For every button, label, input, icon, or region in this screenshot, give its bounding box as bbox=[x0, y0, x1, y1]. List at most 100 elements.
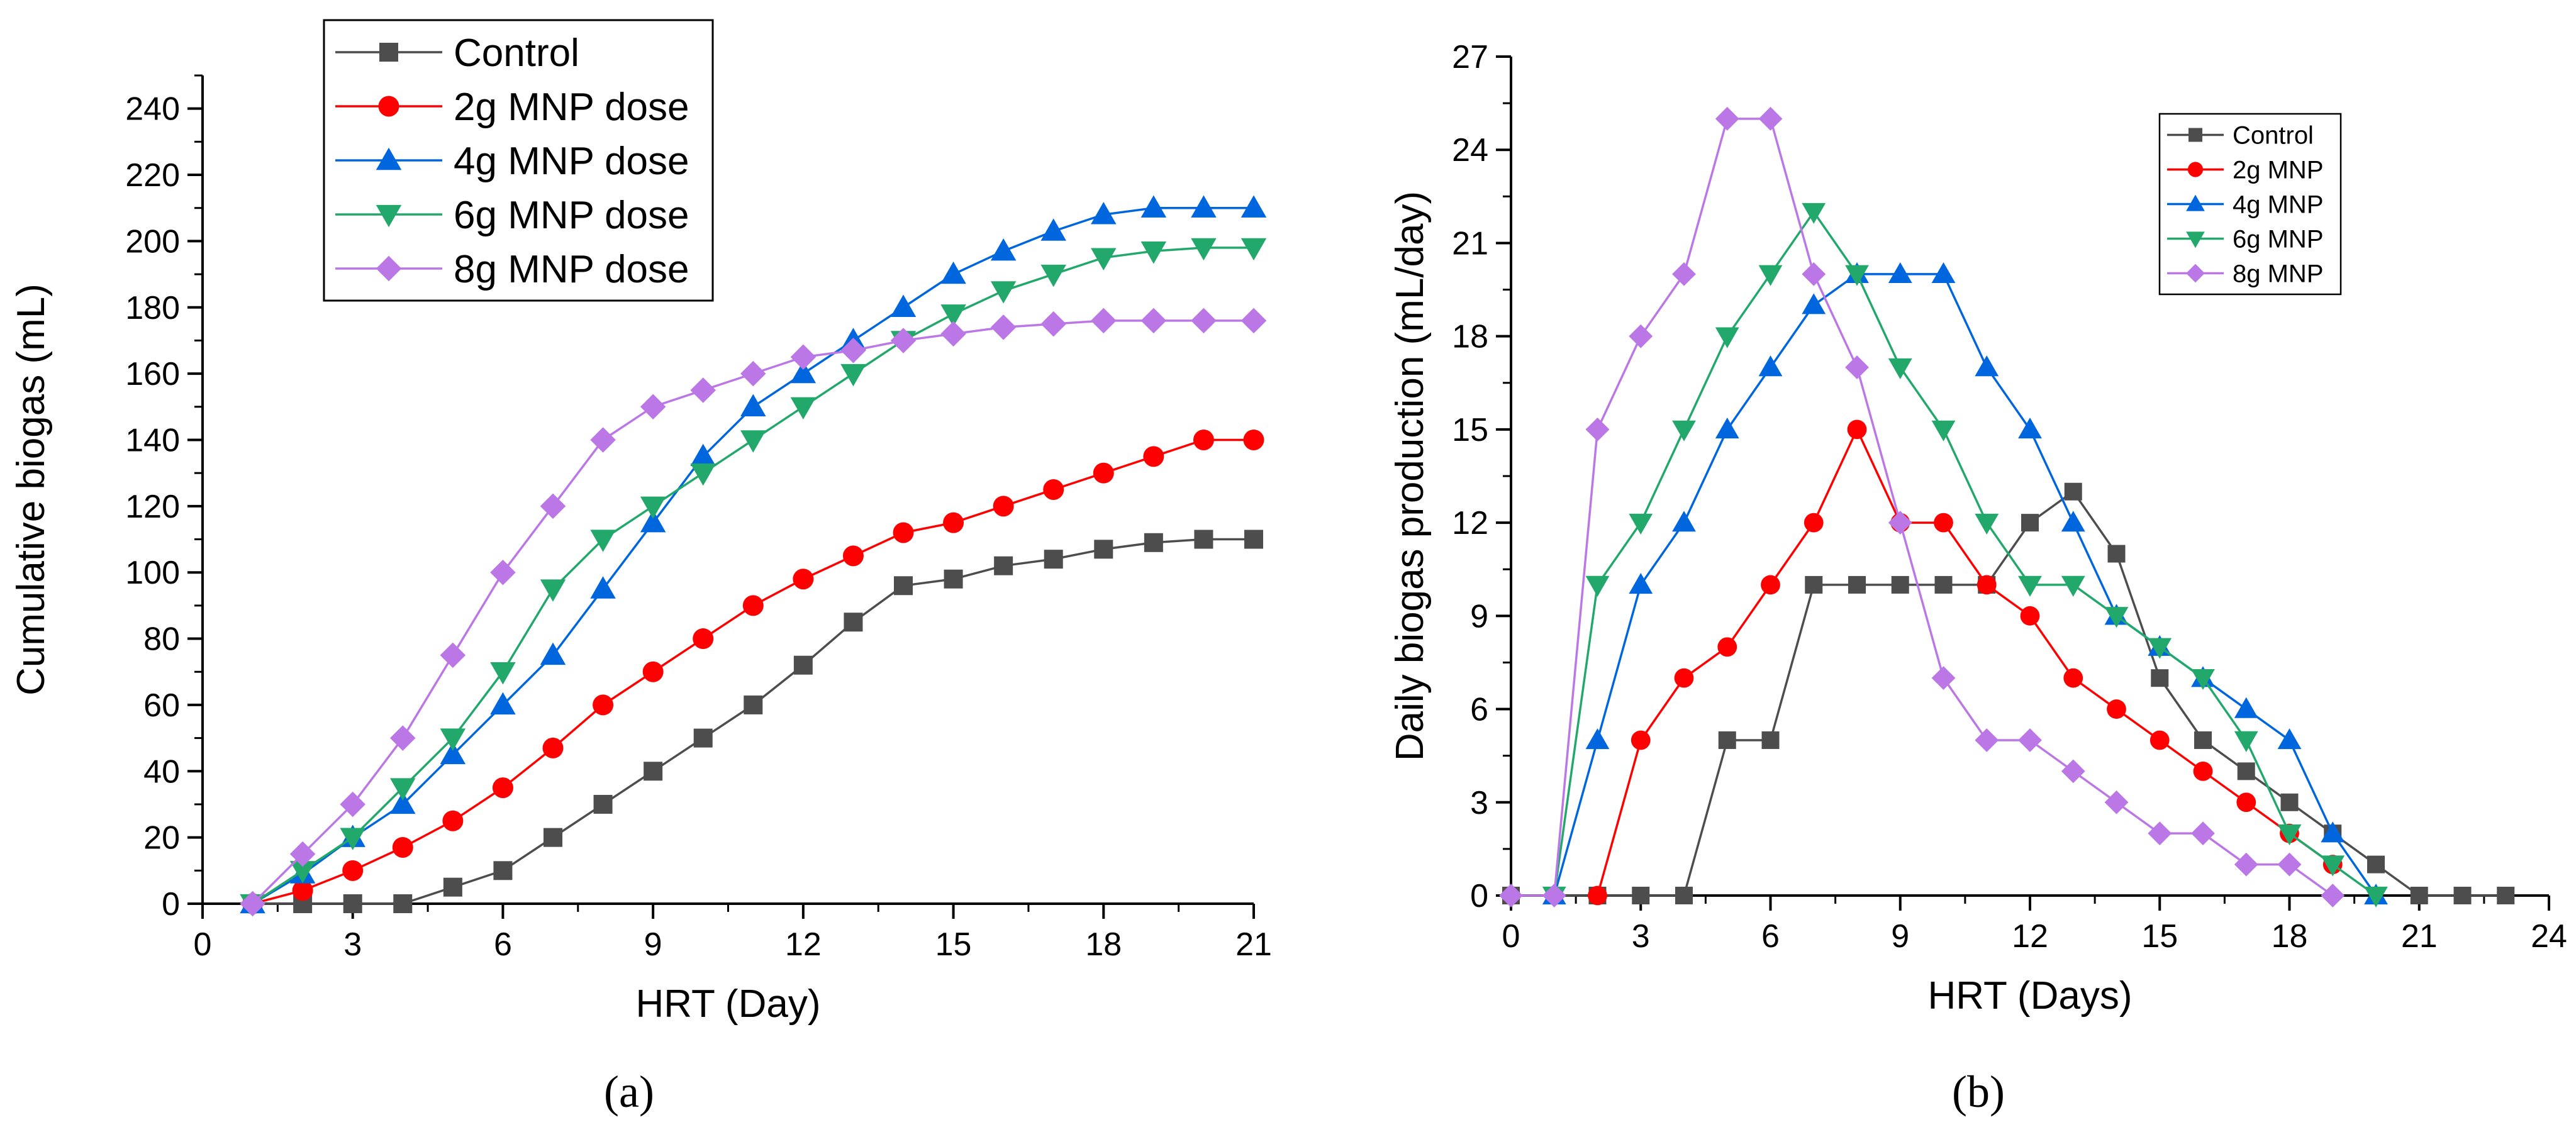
panel-b-legend-swatch-marker bbox=[2186, 231, 2205, 248]
panel-a-data-point bbox=[392, 836, 413, 858]
panel-b-data-point bbox=[2191, 669, 2215, 691]
panel-a-y-tick-label: 20 bbox=[143, 820, 180, 857]
panel-a-data-point bbox=[890, 294, 917, 317]
panel-b-data-point bbox=[1585, 417, 1610, 441]
panel-a-y-tick-label: 140 bbox=[125, 422, 180, 458]
panel-b-data-point bbox=[2148, 638, 2172, 659]
panel-a-data-point bbox=[590, 530, 616, 552]
panel-a-data-point bbox=[1144, 533, 1163, 552]
panel-b-data-point bbox=[1848, 575, 1866, 594]
panel-b-data-point bbox=[2280, 793, 2299, 811]
panel-a-data-point bbox=[492, 777, 513, 799]
panel-b-data-point bbox=[2277, 852, 2302, 877]
panel-a-data-point bbox=[1040, 218, 1066, 241]
panel-a-data-point bbox=[993, 496, 1014, 517]
panel-b-data-point bbox=[1632, 887, 1650, 904]
panel-b-data-point bbox=[2191, 821, 2215, 846]
panel-b-data-point bbox=[1542, 884, 1566, 907]
panel-a-data-point bbox=[693, 728, 713, 748]
panel-a-data-point bbox=[693, 628, 714, 650]
panel-a-data-point bbox=[1040, 311, 1066, 337]
panel-b-data-point bbox=[1934, 575, 1953, 594]
panel-a-data-point bbox=[644, 762, 663, 781]
panel-a-data-point bbox=[1091, 308, 1117, 334]
panel-a-x-tick-label: 15 bbox=[935, 926, 972, 963]
panel-a-y-tick-label: 120 bbox=[125, 489, 180, 525]
panel-b-data-point bbox=[1931, 420, 1956, 441]
panel-a-y-tick-label: 60 bbox=[143, 687, 180, 724]
panel-a-data-point bbox=[940, 261, 966, 284]
panel-a-data-point bbox=[943, 512, 964, 533]
panel-a-series-0 bbox=[243, 530, 1263, 913]
panel-a-y-tick-label: 240 bbox=[125, 91, 180, 128]
panel-a-data-point bbox=[540, 579, 566, 602]
panel-a-data-point bbox=[690, 463, 716, 486]
panel-b-data-point bbox=[1845, 265, 1869, 286]
panel-b-data-point bbox=[1629, 324, 1653, 348]
panel-b-data-point bbox=[1761, 731, 1780, 749]
panel-b-data-point bbox=[1891, 575, 1909, 594]
panel-a-data-point bbox=[990, 314, 1017, 340]
panel-b-data-point bbox=[1975, 728, 1999, 752]
panel-b-legend: Control 2g MNP 4g MNP 6g MNP 8g MNP bbox=[2158, 113, 2342, 296]
panel-b-data-point bbox=[1718, 731, 1736, 749]
panel-a-data-point bbox=[740, 394, 766, 416]
panel-a-data-point bbox=[1241, 238, 1267, 261]
panel-a-legend-entry: 8g MNP dose bbox=[454, 248, 689, 291]
panel-a-data-point bbox=[944, 569, 963, 589]
panel-a-cumulative-biogas: (a) 0 3 6 9 12 15 18 21 0 20 40 60 80 100 120 140 160 180… bbox=[9, 19, 1272, 1117]
panel-a-data-point bbox=[640, 509, 666, 533]
panel-b-series-line bbox=[1553, 273, 2377, 896]
panel-a-x-tick-label: 12 bbox=[785, 926, 822, 963]
panel-b-y-tick-label: 12 bbox=[1452, 505, 1488, 541]
panel-a-data-point bbox=[340, 791, 365, 818]
panel-a-data-point bbox=[1194, 530, 1213, 549]
panel-a-data-point bbox=[1040, 264, 1066, 287]
panel-b-data-point bbox=[1717, 637, 1737, 657]
panel-b-legend-entry: 2g MNP bbox=[2233, 157, 2324, 184]
panel-b-legend-swatch-marker bbox=[2186, 264, 2205, 283]
panel-a-y-tick-label: 100 bbox=[125, 555, 180, 591]
panel-b-data-point bbox=[2194, 731, 2212, 749]
panel-a-y-tick-label: 80 bbox=[143, 621, 180, 658]
panel-b-data-point bbox=[1804, 513, 1824, 533]
panel-b-daily-biogas: (b) 0 3 6 9 12 15 18 21 24 0 3 6 9 12 15 18 21 24 27 HRT (D… bbox=[1388, 39, 2567, 1117]
panel-a-data-point bbox=[590, 576, 616, 599]
panel-a-series-3 bbox=[240, 238, 1267, 917]
panel-b-x-tick-label: 24 bbox=[2531, 918, 2567, 955]
panel-b-data-point bbox=[1761, 575, 1780, 595]
panel-b-data-point bbox=[2497, 887, 2515, 904]
panel-b-x-tick-label: 15 bbox=[2141, 918, 2178, 955]
panel-a-x-axis-title: HRT (Day) bbox=[636, 982, 821, 1026]
panel-b-data-point bbox=[1499, 884, 1523, 907]
panel-a-data-point bbox=[740, 430, 766, 453]
panel-b-data-point bbox=[1802, 262, 1826, 286]
panel-a-data-point bbox=[390, 791, 416, 814]
panel-a-data-point bbox=[990, 238, 1017, 261]
panel-b-data-point bbox=[2321, 855, 2345, 877]
panel-b-data-point bbox=[1888, 262, 1912, 284]
panel-a-data-point bbox=[790, 397, 817, 420]
panel-a-data-point bbox=[393, 894, 413, 913]
panel-a-data-point bbox=[742, 595, 764, 616]
panel-b-data-point bbox=[2234, 697, 2258, 718]
panel-b-data-point bbox=[1675, 887, 1693, 904]
panel-a-data-point bbox=[1191, 238, 1217, 261]
panel-a-data-point bbox=[1093, 462, 1114, 484]
panel-b-x-tick-label: 0 bbox=[1502, 918, 1520, 955]
panel-b-x-tick-label: 21 bbox=[2401, 918, 2438, 955]
panel-b-legend-swatch-marker bbox=[2188, 128, 2202, 142]
panel-a-data-point bbox=[440, 728, 466, 751]
panel-a-data-point bbox=[343, 894, 362, 913]
panel-a-x-tick-label: 6 bbox=[494, 926, 512, 963]
panel-b-series-4 bbox=[1499, 106, 2345, 907]
panel-b-data-point bbox=[1585, 575, 1610, 597]
panel-a-data-point bbox=[1091, 248, 1117, 270]
panel-a-data-point bbox=[390, 778, 416, 801]
panel-b-x-tick-label: 6 bbox=[1761, 918, 1780, 955]
panel-b-data-point bbox=[2104, 790, 2129, 814]
panel-a-data-point bbox=[940, 321, 966, 347]
panel-a-data-point bbox=[790, 360, 817, 384]
panel-a-series-4 bbox=[240, 308, 1267, 917]
panel-a-legend-swatch-marker bbox=[376, 147, 402, 170]
